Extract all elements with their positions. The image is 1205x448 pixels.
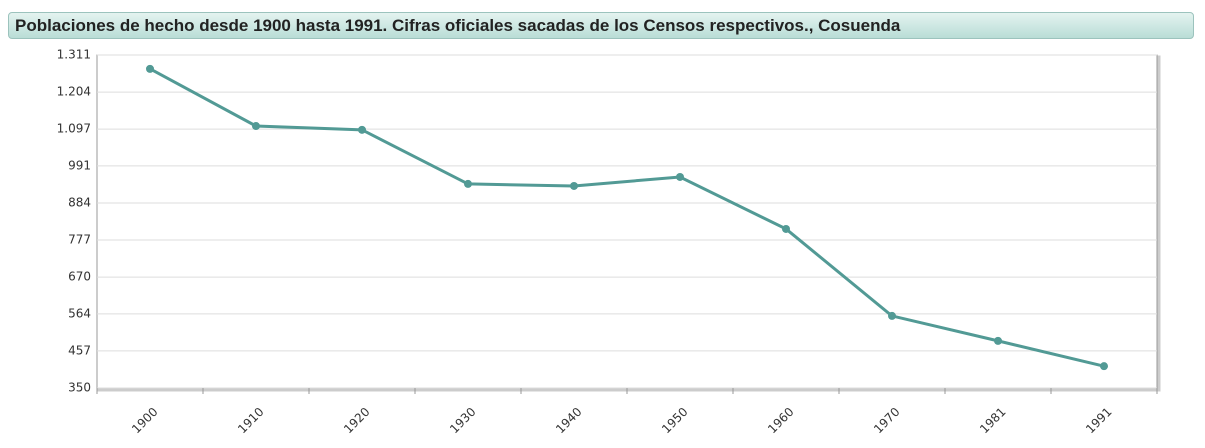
y-tick-label: 1.311 <box>57 48 91 62</box>
point <box>570 181 578 190</box>
chart-title: Poblaciones de hecho desde 1900 hasta 19… <box>8 12 1194 39</box>
x-tick-label: 1970 <box>871 405 902 436</box>
point <box>888 311 896 320</box>
point <box>676 172 684 181</box>
x-tick-label: 1920 <box>341 405 372 436</box>
x-tick-label: 1930 <box>447 405 478 436</box>
x-tick-label: 1991 <box>1083 405 1114 436</box>
y-tick-label: 457 <box>68 343 91 357</box>
y-tick-label: 777 <box>68 233 91 247</box>
y-tick-label: 991 <box>68 158 91 172</box>
point <box>464 179 472 188</box>
series-line <box>149 67 1105 368</box>
point <box>1100 362 1108 371</box>
x-tick-label: 1900 <box>129 405 160 436</box>
y-tick-label: 564 <box>68 306 91 320</box>
y-tick-label: 884 <box>68 195 91 209</box>
x-tick-label: 1981 <box>977 405 1008 436</box>
point <box>146 64 154 73</box>
y-tick-label: 670 <box>68 270 91 284</box>
x-tick-label: 1910 <box>235 405 266 436</box>
y-tick-label: 350 <box>68 381 91 395</box>
y-tick-label: 1.204 <box>57 85 91 99</box>
x-tick-label: 1960 <box>765 405 796 436</box>
x-tick-label: 1950 <box>659 405 690 436</box>
y-tick-label: 1.097 <box>57 122 91 136</box>
point <box>252 122 260 131</box>
point <box>782 224 790 233</box>
x-tick-label: 1940 <box>553 405 584 436</box>
point <box>994 336 1002 345</box>
point <box>358 125 366 134</box>
